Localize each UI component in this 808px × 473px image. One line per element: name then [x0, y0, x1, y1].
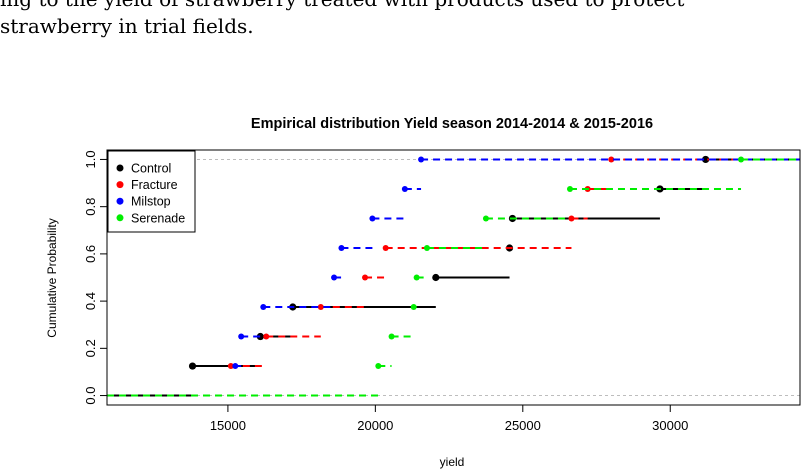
ecdf-point — [568, 215, 575, 222]
y-axis-label: Cumulative Probability — [45, 218, 59, 337]
ecdf-point — [256, 332, 264, 341]
ecdf-point — [410, 304, 417, 311]
ecdf-point — [566, 185, 573, 192]
y-tick-label: 1.0 — [83, 150, 98, 168]
caption-line-2: strawberry in trial fields. — [0, 14, 254, 38]
ecdf-point — [401, 185, 408, 192]
ecdf-point — [388, 333, 395, 340]
x-tick-label: 20000 — [357, 418, 393, 433]
caption-line-1: ing to the yield of strawberry treated w… — [0, 0, 684, 13]
series-serenade — [107, 156, 800, 397]
ecdf-point — [227, 363, 234, 370]
ecdf-point — [413, 274, 420, 281]
legend-marker — [116, 197, 124, 205]
x-axis: 15000 20000 25000 30000 — [210, 404, 688, 433]
legend-marker — [116, 164, 124, 172]
x-axis-label: yield — [440, 455, 465, 469]
ecdf-point — [188, 362, 197, 370]
ecdf-point — [482, 215, 489, 222]
ecdf-point — [260, 304, 267, 311]
series-layer — [107, 155, 800, 397]
ecdf-point — [263, 333, 270, 340]
legend-label: Fracture — [131, 178, 178, 192]
ecdf-point — [608, 156, 615, 163]
y-tick-label: 0.2 — [83, 339, 98, 357]
series-milstop — [107, 156, 800, 397]
ecdf-point — [232, 363, 239, 370]
ecdf-point — [375, 363, 382, 370]
ecdf-point — [362, 274, 369, 281]
x-tick-label: 15000 — [210, 418, 246, 433]
ecdf-point — [238, 333, 245, 340]
ecdf-point — [338, 244, 345, 251]
y-axis: 0.0 0.2 0.4 0.6 0.8 1.0 — [83, 150, 108, 405]
y-tick-label: 0.4 — [83, 292, 98, 310]
legend-label: Serenade — [131, 211, 185, 225]
y-tick-label: 0.0 — [83, 387, 98, 405]
x-tick-label: 30000 — [652, 418, 688, 433]
ecdf-point — [432, 273, 440, 282]
legend-marker — [116, 214, 124, 222]
series-control — [107, 155, 800, 397]
ecdf-point — [738, 156, 745, 163]
ecdf-point — [382, 244, 389, 251]
legend-label: Control — [131, 162, 171, 176]
chart-title: Empirical distribution Yield season 2014… — [251, 116, 653, 132]
ecdf-point — [369, 215, 376, 222]
legend-marker — [116, 181, 124, 189]
series-fracture — [107, 156, 800, 397]
ecdf-point — [331, 274, 338, 281]
legend-label: Milstop — [131, 195, 171, 209]
ecdf-point — [418, 156, 425, 163]
ecdf-point — [317, 304, 324, 311]
x-tick-label: 25000 — [505, 418, 541, 433]
figure-caption: ing to the yield of strawberry treated w… — [0, 0, 808, 56]
legend: Control Fracture Milstop Serenade — [107, 150, 196, 233]
y-tick-label: 0.8 — [83, 198, 98, 216]
y-tick-label: 0.6 — [83, 245, 98, 263]
ecdf-point — [702, 155, 710, 164]
ecdf-point — [423, 244, 430, 251]
